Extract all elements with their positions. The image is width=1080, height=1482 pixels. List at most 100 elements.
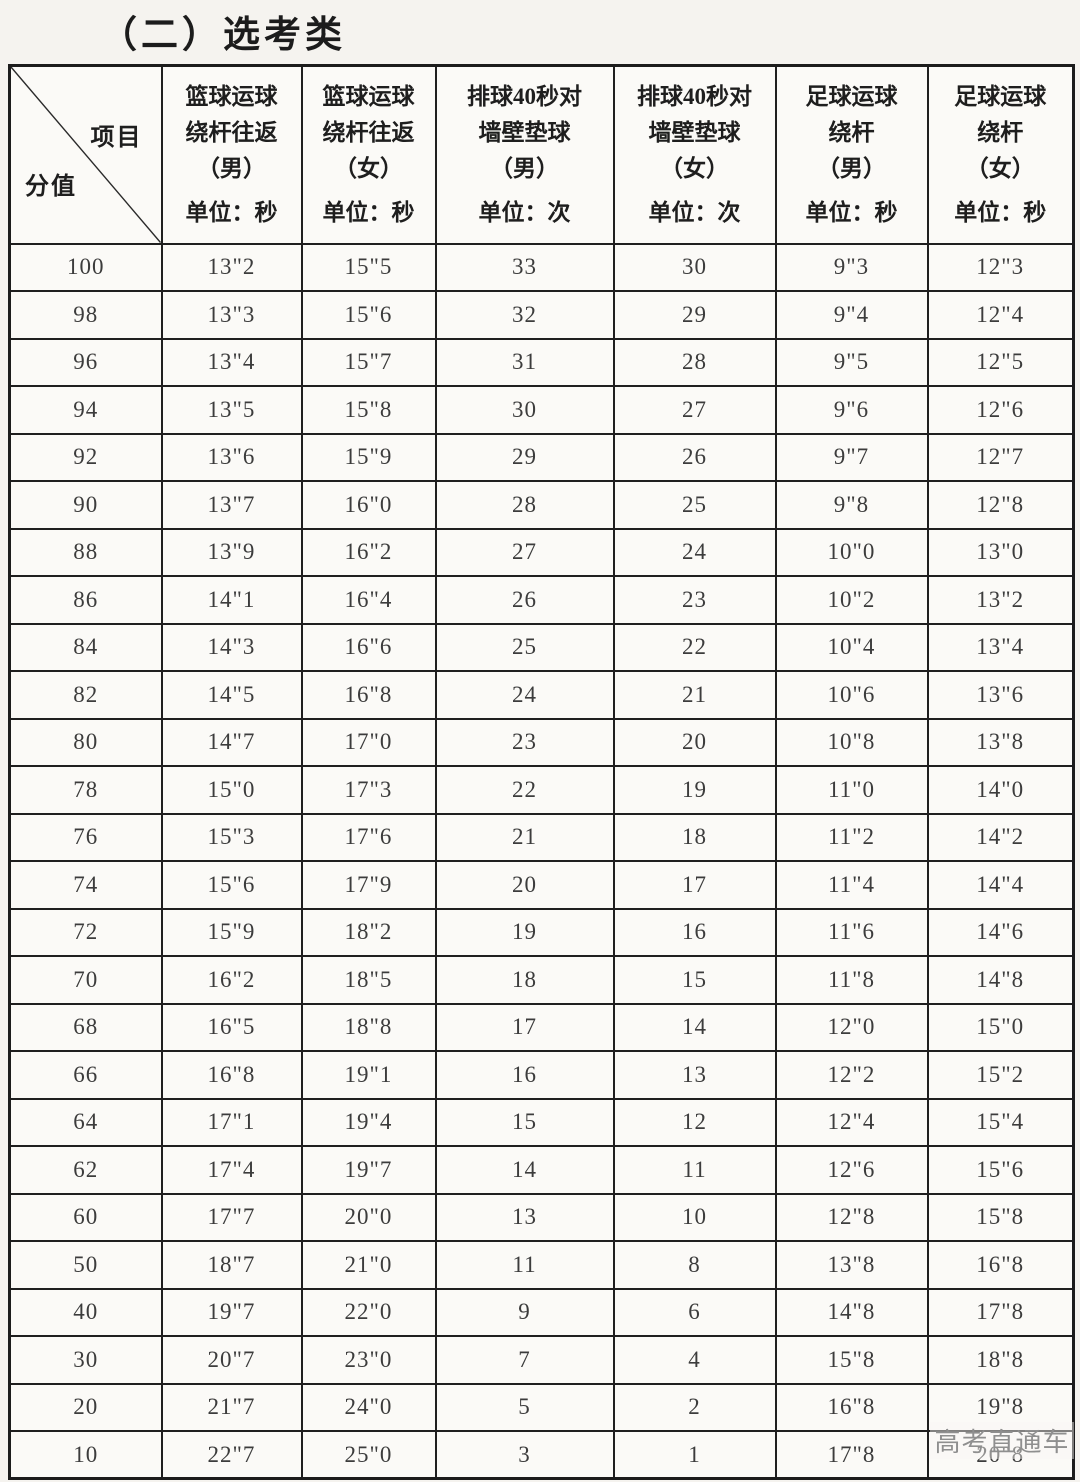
value-cell: 11"0: [774, 765, 929, 815]
value-cell: 15"5: [300, 242, 437, 292]
value-cell: 10: [612, 1192, 777, 1242]
score-cell: 20: [8, 1382, 163, 1432]
table-row: 74 15"6 17"9 20 17 11"4 14"4: [8, 860, 1075, 910]
value-cell: 11: [612, 1145, 777, 1195]
value-cell: 16"8: [774, 1382, 929, 1432]
value-cell: 18: [434, 955, 615, 1005]
value-cell: 13"8: [926, 717, 1075, 767]
value-cell: 16"2: [160, 955, 303, 1005]
value-cell: 13"4: [160, 337, 303, 387]
value-cell: 10"6: [774, 670, 929, 720]
value-cell: 16"5: [160, 1002, 303, 1052]
value-cell: 32: [434, 290, 615, 340]
value-cell: 9"8: [774, 480, 929, 530]
value-cell: 2: [612, 1382, 777, 1432]
score-cell: 60: [8, 1192, 163, 1242]
score-cell: 10: [8, 1430, 163, 1480]
header-line: 绕杆往返: [322, 119, 415, 145]
score-cell: 62: [8, 1145, 163, 1195]
score-table: 项目 分值 篮球运球 绕杆往返 （男） 单位：秒 篮球运球 绕杆往返 （女） 单位：秒 排球40…: [8, 64, 1075, 1480]
value-cell: 17"8: [774, 1430, 929, 1480]
value-cell: 11"2: [774, 812, 929, 862]
table-row: 70 16"2 18"5 18 15 11"8 14"8: [8, 955, 1075, 1005]
value-cell: 15"6: [926, 1145, 1075, 1195]
table-row: 94 13"5 15"8 30 27 9"6 12"6: [8, 385, 1075, 435]
value-cell: 11"8: [774, 955, 929, 1005]
header-line: （女）: [965, 155, 1035, 181]
value-cell: 23"0: [300, 1335, 437, 1385]
value-cell: 21: [612, 670, 777, 720]
value-cell: 14: [612, 1002, 777, 1052]
value-cell: 16"8: [300, 670, 437, 720]
header-line: （女）: [334, 155, 403, 181]
value-cell: 15"0: [160, 765, 303, 815]
value-cell: 13"2: [160, 242, 303, 292]
value-cell: 16"2: [300, 527, 437, 577]
score-cell: 40: [8, 1287, 163, 1337]
table-row: 60 17"7 20"0 13 10 12"8 15"8: [8, 1192, 1075, 1242]
value-cell: 16"4: [300, 575, 437, 625]
value-cell: 15"6: [160, 860, 303, 910]
header-unit: 单位：秒: [322, 199, 415, 225]
value-cell: 13"6: [926, 670, 1075, 720]
header-line: （男）: [197, 155, 266, 181]
value-cell: 17"1: [160, 1097, 303, 1147]
value-cell: 15: [612, 955, 777, 1005]
value-cell: 13"2: [926, 575, 1075, 625]
value-cell: 9"3: [774, 242, 929, 292]
column-header-3: 排球40秒对 墙壁垫球 （女） 单位：次: [612, 64, 777, 245]
value-cell: 12"5: [926, 337, 1075, 387]
score-cell: 74: [8, 860, 163, 910]
value-cell: 31: [434, 337, 615, 387]
score-cell: 82: [8, 670, 163, 720]
score-cell: 30: [8, 1335, 163, 1385]
score-cell: 66: [8, 1050, 163, 1100]
table-row: 76 15"3 17"6 21 18 11"2 14"2: [8, 812, 1075, 862]
value-cell: 17"7: [160, 1192, 303, 1242]
value-cell: 24: [434, 670, 615, 720]
value-cell: 13"8: [774, 1240, 929, 1290]
value-cell: 5: [434, 1382, 615, 1432]
header-unit: 单位：秒: [954, 199, 1047, 225]
value-cell: 19"7: [160, 1287, 303, 1337]
table-row: 40 19"7 22"0 9 6 14"8 17"8: [8, 1287, 1075, 1337]
value-cell: 20"7: [160, 1335, 303, 1385]
value-cell: 17: [434, 1002, 615, 1052]
header-line: 足球运球: [954, 83, 1047, 109]
table-row: 90 13"7 16"0 28 25 9"8 12"8: [8, 480, 1075, 530]
value-cell: 12"0: [774, 1002, 929, 1052]
corner-label-project: 项目: [90, 125, 143, 151]
score-cell: 70: [8, 955, 163, 1005]
value-cell: 10"2: [774, 575, 929, 625]
value-cell: 26: [612, 432, 777, 482]
score-cell: 90: [8, 480, 163, 530]
value-cell: 18"2: [300, 907, 437, 957]
score-cell: 80: [8, 717, 163, 767]
header-unit: 单位：次: [478, 199, 571, 225]
value-cell: 29: [612, 290, 777, 340]
value-cell: 22"7: [160, 1430, 303, 1480]
value-cell: 12"8: [926, 480, 1075, 530]
header-row: 项目 分值 篮球运球 绕杆往返 （男） 单位：秒 篮球运球 绕杆往返 （女） 单位：秒 排球40…: [8, 64, 1075, 245]
corner-label-score: 分值: [25, 173, 77, 200]
value-cell: 28: [612, 337, 777, 387]
value-cell: 23: [434, 717, 615, 767]
value-cell: 12"6: [774, 1145, 929, 1195]
value-cell: 15"0: [926, 1002, 1075, 1052]
value-cell: 14"8: [774, 1287, 929, 1337]
value-cell: 19"7: [300, 1145, 437, 1195]
value-cell: 15"4: [926, 1097, 1075, 1147]
value-cell: 14"2: [926, 812, 1075, 862]
value-cell: 14"8: [926, 955, 1075, 1005]
score-cell: 88: [8, 527, 163, 577]
value-cell: 9: [434, 1287, 615, 1337]
header-line: （男）: [490, 155, 559, 181]
header-line: 排球40秒对: [637, 83, 752, 109]
value-cell: 8: [612, 1240, 777, 1290]
score-cell: 72: [8, 907, 163, 957]
value-cell: 19"8: [926, 1382, 1075, 1432]
value-cell: 14"6: [926, 907, 1075, 957]
value-cell: 27: [612, 385, 777, 435]
value-cell: 17"0: [300, 717, 437, 767]
